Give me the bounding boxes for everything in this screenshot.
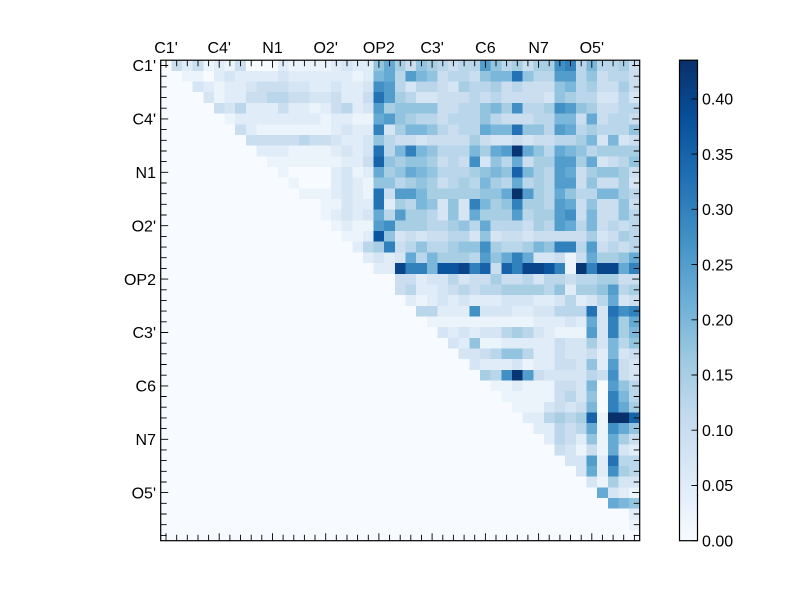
svg-text:OP2: OP2 [363,40,395,57]
svg-text:N1: N1 [136,165,157,182]
svg-text:0.25: 0.25 [702,257,733,274]
svg-text:C3': C3' [420,40,444,57]
svg-text:OP2: OP2 [124,272,156,289]
svg-text:0.20: 0.20 [702,313,733,330]
svg-text:0.00: 0.00 [702,533,733,550]
svg-text:0.10: 0.10 [702,423,733,440]
svg-text:C1': C1' [154,40,178,57]
svg-text:0.05: 0.05 [702,478,733,495]
svg-text:0.35: 0.35 [702,147,733,164]
svg-text:C1': C1' [132,58,156,75]
svg-text:O2': O2' [313,40,337,57]
svg-text:0.40: 0.40 [702,92,733,109]
svg-text:N7: N7 [528,40,549,57]
svg-text:C3': C3' [132,325,156,342]
svg-text:0.15: 0.15 [702,368,733,385]
svg-text:C6: C6 [475,40,496,57]
svg-text:O5': O5' [132,485,156,502]
svg-text:O5': O5' [580,40,604,57]
svg-text:0.30: 0.30 [702,202,733,219]
svg-text:N7: N7 [136,432,157,449]
svg-text:C4': C4' [207,40,231,57]
svg-text:N1: N1 [262,40,283,57]
svg-text:C4': C4' [132,112,156,129]
svg-text:C6: C6 [136,379,157,396]
svg-text:O2': O2' [132,218,156,235]
